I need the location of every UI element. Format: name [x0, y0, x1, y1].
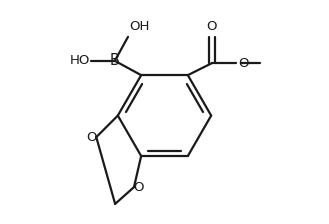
- Text: B: B: [110, 53, 120, 68]
- Text: O: O: [134, 181, 144, 194]
- Text: OH: OH: [129, 20, 150, 33]
- Text: O: O: [207, 20, 217, 33]
- Text: O: O: [87, 131, 97, 144]
- Text: HO: HO: [69, 54, 90, 67]
- Text: O: O: [239, 57, 249, 70]
